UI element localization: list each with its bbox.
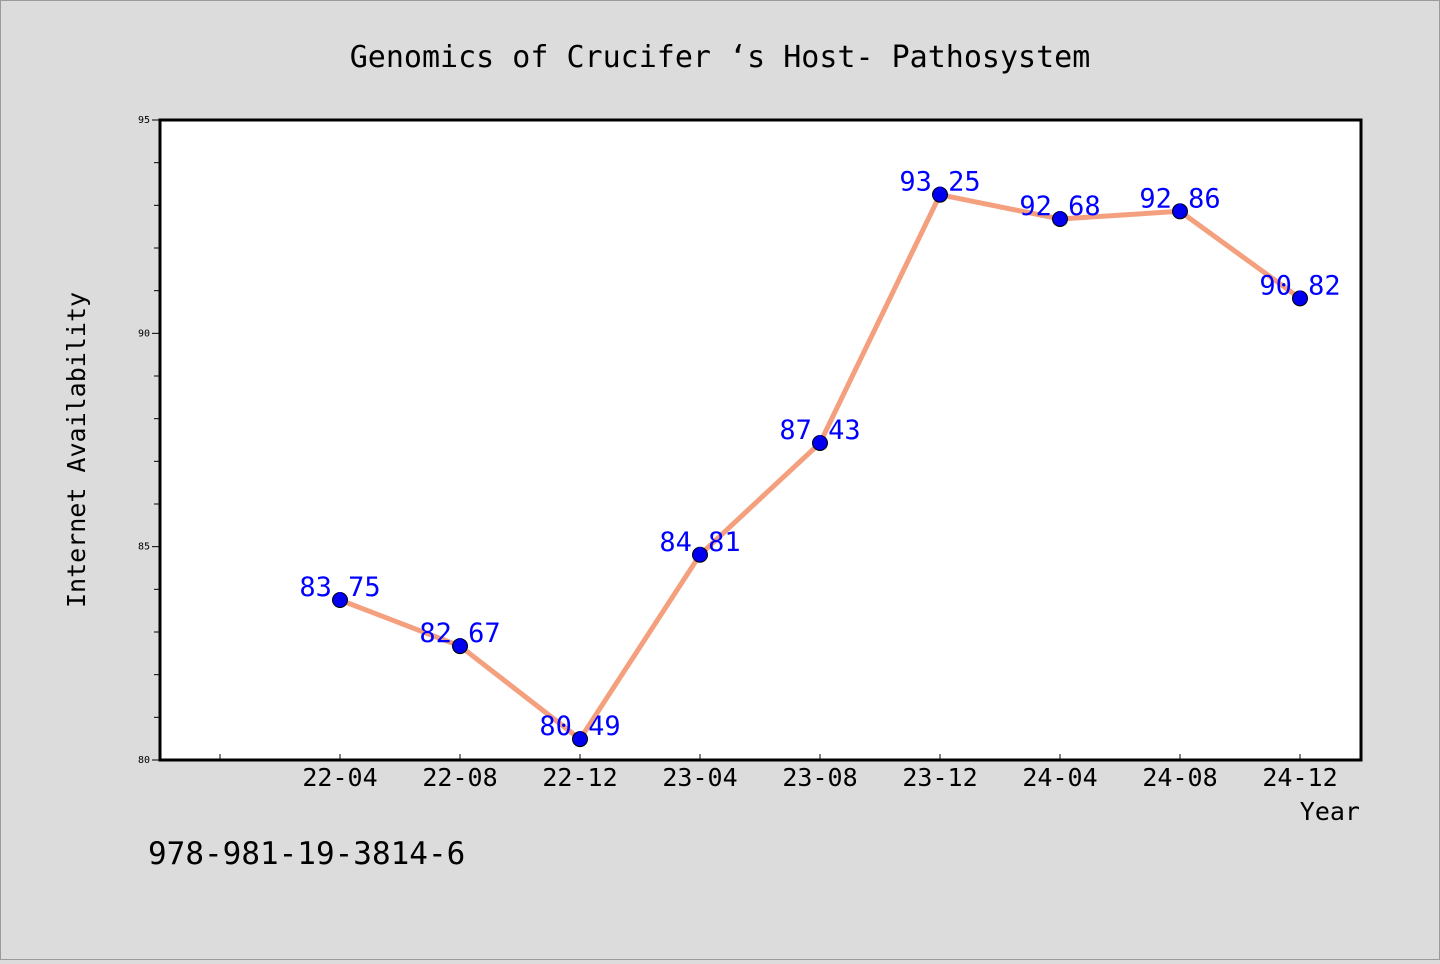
y-tick-label: 85: [138, 542, 150, 553]
data-label: 92.86: [1139, 183, 1220, 214]
x-axis-label: Year: [1300, 797, 1360, 826]
y-tick-label: 95: [138, 115, 150, 126]
data-label: 93.25: [899, 167, 980, 198]
x-tick-label: 24-12: [1262, 763, 1337, 792]
y-axis-label: Internet Availability: [62, 292, 91, 608]
data-point: [812, 434, 828, 451]
plot-area: [158, 118, 1363, 762]
data-label: 90.82: [1259, 270, 1340, 301]
x-tick-label: 24-08: [1142, 763, 1217, 792]
data-label: 83.75: [299, 572, 380, 603]
y-tick-label: 80: [138, 755, 150, 766]
data-point: [1052, 210, 1068, 227]
data-point: [1172, 203, 1188, 220]
data-point: [1292, 290, 1308, 307]
x-tick-label: 24-04: [1022, 763, 1097, 792]
data-labels: 83.75 82.67 80.49 84.81 87.43 93.25 92.68 92.86…: [299, 167, 1340, 742]
data-label: 92.68: [1019, 191, 1100, 222]
data-label: 82.67: [419, 618, 500, 649]
x-tick-label: 23-08: [782, 763, 857, 792]
data-point: [452, 638, 468, 655]
y-tick-label: 90: [138, 328, 150, 339]
x-tick-label: 23-04: [662, 763, 737, 792]
data-label: 84.81: [659, 527, 740, 558]
data-point: [932, 186, 948, 203]
chart-title: Genomics of Crucifer ‘s Host- Pathosyste…: [350, 40, 1091, 75]
data-label: 80.49: [539, 711, 620, 742]
data-point: [332, 592, 348, 608]
footer-text: 978-981-19-3814-6: [148, 836, 465, 872]
data-point: [692, 546, 708, 563]
x-tick-label: 23-12: [902, 763, 977, 792]
x-tick-label: 22-04: [302, 763, 377, 792]
x-tick-label: 22-08: [422, 763, 497, 792]
series-line-group: [332, 186, 1308, 748]
y-axis: 80 85 90 95: [138, 115, 160, 766]
x-axis: 22-04 22-08 22-12 23-04 23-08 23-12 24-04 24-08…: [219, 754, 1338, 792]
data-label: 87.43: [779, 415, 860, 446]
data-point: [572, 731, 588, 748]
x-tick-label: 22-12: [542, 763, 617, 792]
